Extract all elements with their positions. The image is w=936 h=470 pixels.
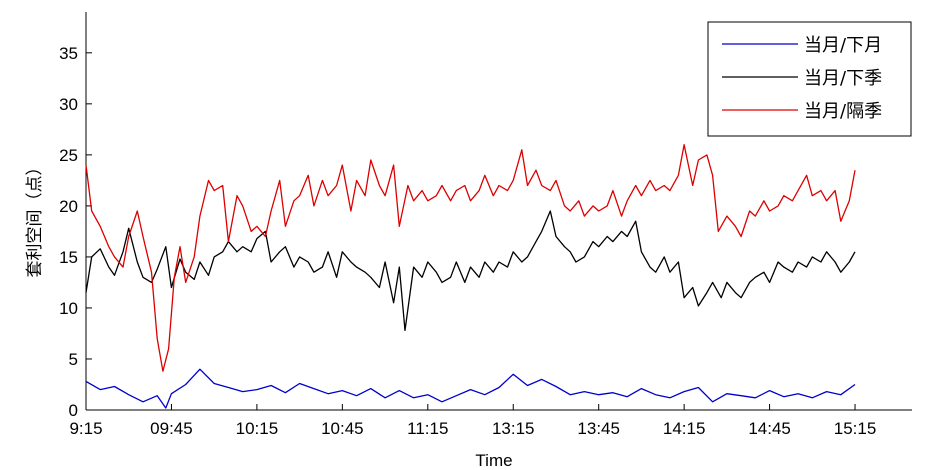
series-line-2 <box>85 210 856 332</box>
x-tick-label: 11:15 <box>407 419 448 438</box>
y-tick-label: 35 <box>59 44 78 63</box>
y-tick-label: 30 <box>59 95 78 114</box>
x-tick-label: 14:15 <box>663 419 706 438</box>
series-line-1 <box>85 368 856 409</box>
y-tick-label: 20 <box>59 197 78 216</box>
y-tick-label: 10 <box>59 299 78 318</box>
x-tick-label: 13:45 <box>577 419 620 438</box>
x-tick-label: 9:15 <box>69 419 102 438</box>
series-layer <box>85 144 856 409</box>
y-axis: 0 5 10 15 20 25 30 35 <box>59 44 92 420</box>
legend-box <box>707 21 912 137</box>
legend-label: 当月/下季 <box>804 68 882 89</box>
x-tick-label: 09:45 <box>150 419 193 438</box>
legend-label: 当月/隔季 <box>804 101 882 122</box>
legend-label: 当月/下月 <box>804 35 882 56</box>
x-tick-label: 14:45 <box>748 419 791 438</box>
x-tick-label: 10:15 <box>236 419 279 438</box>
y-tick-label: 25 <box>59 146 78 165</box>
y-axis-label: 套利空间（点） <box>25 159 44 278</box>
x-axis-label: Time <box>475 451 512 470</box>
y-tick-label: 5 <box>69 350 78 369</box>
series-line-3 <box>85 144 856 372</box>
y-tick-label: 15 <box>59 248 78 267</box>
y-tick-label: 0 <box>69 401 78 420</box>
x-tick-label: 15:15 <box>834 419 877 438</box>
plot-area <box>85 12 912 411</box>
x-tick-label: 13:15 <box>492 419 535 438</box>
x-axis: 9:15 09:45 10:15 10:45 11:15 13:15 13:45 14:15 1… <box>69 404 876 438</box>
x-tick-label: 10:45 <box>321 419 364 438</box>
